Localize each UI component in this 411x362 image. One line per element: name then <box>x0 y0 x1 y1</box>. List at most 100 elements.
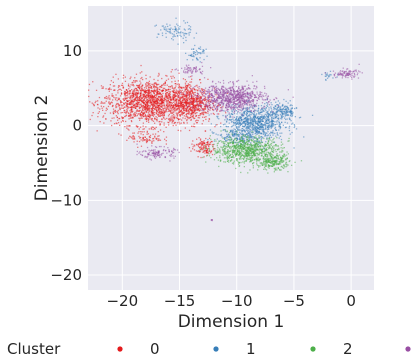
data-point <box>238 154 240 156</box>
data-point <box>267 134 269 136</box>
data-point <box>285 166 287 168</box>
data-point <box>126 95 128 97</box>
data-point <box>153 97 155 99</box>
data-point <box>142 122 144 124</box>
data-point <box>183 20 185 22</box>
data-point <box>190 119 192 121</box>
data-point <box>208 155 211 157</box>
data-point <box>134 77 136 79</box>
data-point <box>223 90 225 92</box>
data-point <box>251 146 253 148</box>
data-point <box>207 78 209 80</box>
data-point <box>291 104 293 107</box>
data-point <box>197 156 199 158</box>
data-point <box>264 148 266 150</box>
data-point <box>221 141 223 143</box>
data-point <box>167 25 169 28</box>
data-point <box>124 126 126 128</box>
data-point <box>189 28 191 30</box>
data-point <box>193 117 195 120</box>
data-point <box>172 98 175 100</box>
data-point <box>144 89 146 91</box>
data-point <box>219 107 222 109</box>
data-point <box>256 123 258 125</box>
data-point <box>227 126 229 128</box>
data-point <box>285 163 287 166</box>
data-point <box>159 110 161 113</box>
data-point <box>146 131 148 134</box>
data-point <box>175 99 177 101</box>
data-point <box>169 120 171 122</box>
data-point <box>236 119 238 121</box>
data-point <box>250 147 252 149</box>
data-point <box>240 144 242 146</box>
data-point <box>198 52 200 54</box>
data-point <box>202 95 204 97</box>
data-point <box>222 146 225 148</box>
data-point <box>233 128 235 130</box>
data-point <box>244 140 246 142</box>
data-point <box>169 32 171 34</box>
data-point <box>144 139 146 141</box>
data-point <box>138 113 140 115</box>
data-point <box>179 25 181 28</box>
data-point <box>98 111 100 113</box>
data-point <box>130 114 132 116</box>
data-point <box>149 102 152 104</box>
data-point <box>238 129 240 131</box>
data-point <box>228 131 231 134</box>
data-point <box>135 97 138 99</box>
data-point <box>141 131 143 133</box>
data-point <box>165 94 167 96</box>
data-point <box>144 92 146 94</box>
data-point <box>249 137 251 139</box>
data-point <box>197 52 199 54</box>
data-point <box>286 165 288 167</box>
data-point <box>114 97 116 99</box>
data-point <box>109 102 112 104</box>
data-point <box>179 99 181 101</box>
data-point <box>270 136 273 138</box>
data-point <box>267 161 269 163</box>
data-point <box>186 33 188 35</box>
data-point <box>272 117 274 120</box>
data-point <box>147 96 149 98</box>
data-point <box>260 148 262 150</box>
data-point <box>149 117 151 119</box>
data-point <box>291 114 294 116</box>
data-point <box>277 158 279 160</box>
data-point <box>251 151 253 154</box>
data-point <box>271 119 273 121</box>
data-point <box>129 135 131 137</box>
data-point <box>249 96 251 98</box>
data-point <box>276 163 279 165</box>
data-point <box>246 110 248 112</box>
data-point <box>115 103 117 106</box>
data-point <box>147 90 149 92</box>
data-point <box>197 100 200 102</box>
data-point <box>188 108 190 111</box>
data-point <box>189 92 192 94</box>
data-point <box>254 147 256 149</box>
data-point <box>158 104 161 106</box>
data-point <box>176 104 178 106</box>
data-point <box>187 89 189 91</box>
data-point <box>258 111 260 113</box>
data-point <box>269 113 271 115</box>
data-point <box>249 110 251 112</box>
data-point <box>207 143 209 145</box>
data-point <box>288 127 290 129</box>
data-point <box>142 134 144 136</box>
data-point <box>290 104 292 106</box>
data-point <box>247 122 249 125</box>
data-point <box>195 120 197 122</box>
data-point <box>132 135 134 137</box>
data-point <box>135 100 138 102</box>
data-point <box>132 90 134 92</box>
data-point <box>205 161 207 163</box>
data-point <box>150 86 153 88</box>
data-point <box>246 132 248 135</box>
data-point <box>259 125 262 128</box>
data-point <box>131 100 133 102</box>
data-point <box>164 118 166 120</box>
